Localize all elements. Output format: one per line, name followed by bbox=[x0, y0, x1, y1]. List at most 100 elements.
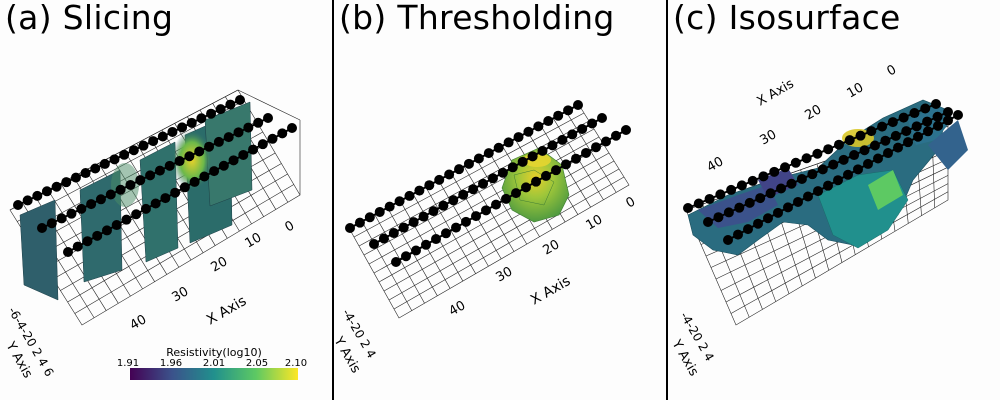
electrode bbox=[726, 184, 737, 195]
electrode bbox=[414, 185, 425, 196]
electrode bbox=[693, 198, 704, 209]
colorbar-tick: 1.96 bbox=[160, 358, 182, 369]
electrode bbox=[418, 211, 429, 222]
electrode bbox=[448, 195, 459, 206]
electrode bbox=[943, 107, 953, 117]
panel-isosurface: X Axis 0 10 20 30 40 -4-20 2 4 Y Axis (c… bbox=[668, 0, 1000, 400]
electrode bbox=[32, 190, 43, 201]
electrode bbox=[812, 148, 823, 159]
electrode bbox=[483, 148, 494, 159]
electrode bbox=[46, 218, 57, 229]
x-tick-label: 10 bbox=[584, 212, 606, 233]
x-tick-label: 0 bbox=[283, 218, 298, 235]
y-axis: -6-4-20 2 4 6 Y Axis bbox=[2, 305, 56, 382]
x-tick-label: 30 bbox=[494, 264, 516, 285]
electrode bbox=[131, 209, 142, 220]
electrode bbox=[119, 149, 130, 160]
colorbar-tick: 2.05 bbox=[246, 358, 268, 369]
electrode bbox=[424, 180, 435, 191]
electrode bbox=[76, 203, 87, 214]
electrode bbox=[533, 121, 544, 132]
panel-divider bbox=[666, 0, 668, 400]
electrode bbox=[441, 228, 451, 239]
electrode bbox=[838, 154, 849, 165]
electrode bbox=[843, 169, 853, 180]
electrode bbox=[922, 116, 933, 127]
electrode bbox=[833, 175, 843, 186]
electrode bbox=[37, 223, 47, 233]
electrode bbox=[140, 203, 151, 214]
x-tick-label: 20 bbox=[209, 254, 231, 275]
electrode bbox=[790, 157, 801, 168]
electrode bbox=[80, 168, 91, 179]
electrode bbox=[920, 103, 931, 114]
electrode bbox=[398, 222, 409, 233]
electrode bbox=[125, 179, 136, 190]
x-axis-label: X Axis bbox=[755, 76, 797, 109]
electrode bbox=[384, 201, 395, 212]
electrode bbox=[72, 241, 83, 252]
electrode bbox=[880, 135, 891, 146]
x-axis-label: X Axis bbox=[204, 293, 249, 328]
electrode bbox=[56, 213, 67, 224]
electrode bbox=[408, 217, 419, 228]
electrode bbox=[70, 172, 81, 183]
x-tick-label: 10 bbox=[845, 80, 867, 101]
electrode bbox=[758, 171, 769, 182]
electrode bbox=[773, 207, 783, 218]
electrode bbox=[823, 144, 834, 155]
electrode bbox=[887, 117, 898, 128]
electrode bbox=[563, 105, 574, 116]
electrode bbox=[109, 154, 120, 165]
electrode bbox=[209, 166, 220, 177]
electrode bbox=[154, 165, 165, 176]
electrode bbox=[547, 140, 558, 151]
electrode bbox=[263, 113, 273, 123]
electrode bbox=[223, 132, 234, 143]
electrode bbox=[873, 153, 883, 164]
electrode bbox=[497, 167, 508, 178]
electrode bbox=[543, 116, 554, 127]
electrode bbox=[61, 177, 72, 188]
electrode bbox=[167, 126, 178, 137]
electrode bbox=[105, 189, 116, 200]
electrode bbox=[66, 208, 77, 219]
electrode bbox=[378, 233, 389, 244]
electrode bbox=[769, 166, 780, 177]
electrode bbox=[428, 206, 439, 217]
electrode bbox=[391, 257, 401, 267]
electrode bbox=[225, 99, 236, 110]
electrode bbox=[823, 180, 833, 191]
electrode bbox=[744, 197, 755, 208]
electrode bbox=[454, 164, 465, 175]
electrode bbox=[277, 128, 288, 139]
panel-title: (b) Thresholding bbox=[339, 0, 615, 37]
electrode bbox=[521, 182, 531, 193]
x-tick-label: 40 bbox=[705, 154, 727, 175]
electrode bbox=[438, 200, 449, 211]
electrode bbox=[844, 135, 855, 146]
electrode bbox=[411, 245, 421, 256]
x-tick-label: 40 bbox=[128, 312, 150, 333]
electrode bbox=[577, 123, 588, 134]
electrode bbox=[853, 164, 863, 175]
electrode bbox=[932, 111, 943, 122]
electrode bbox=[901, 126, 912, 137]
electrode bbox=[503, 137, 514, 148]
electrode bbox=[866, 126, 877, 137]
electrode bbox=[747, 175, 758, 186]
electrode bbox=[715, 189, 726, 200]
electrode bbox=[537, 145, 548, 156]
electrode bbox=[473, 153, 484, 164]
electrode bbox=[557, 134, 568, 145]
electrode bbox=[734, 202, 745, 213]
electrode bbox=[893, 142, 903, 153]
electrode bbox=[257, 139, 268, 150]
electrode bbox=[121, 214, 132, 225]
electrode bbox=[463, 158, 474, 169]
electrode bbox=[855, 130, 866, 141]
electrode bbox=[177, 122, 188, 133]
electrode bbox=[243, 122, 254, 133]
electrode bbox=[890, 130, 901, 141]
electrode bbox=[859, 145, 870, 156]
